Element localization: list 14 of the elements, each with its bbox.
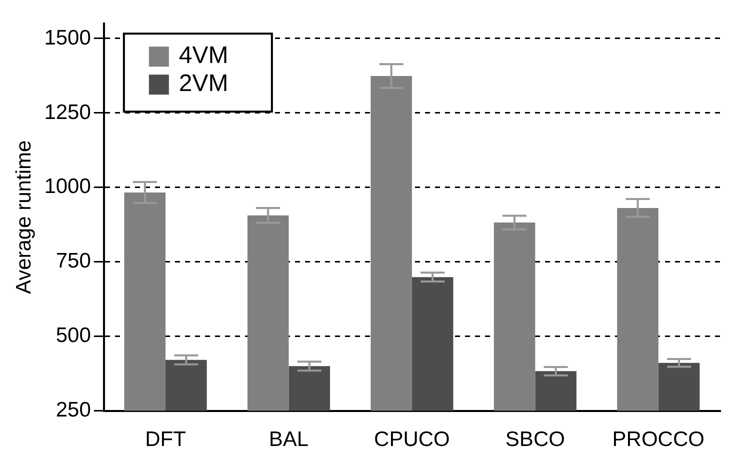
x-tick-label: CPUCO <box>374 428 450 452</box>
x-tick-label: DFT <box>145 428 186 452</box>
y-axis-title: Average runtime <box>12 140 36 294</box>
y-tick-label: 250 <box>56 398 91 422</box>
legend-label: 2VM <box>178 70 228 98</box>
y-tick-label: 1000 <box>44 175 91 198</box>
y-tick-label: 500 <box>56 324 91 348</box>
x-tick-label: BAL <box>268 428 309 452</box>
y-tick-label: 750 <box>56 250 91 273</box>
legend-label: 4VM <box>178 42 228 70</box>
y-tick-label: 1500 <box>44 26 91 50</box>
x-tick-label: SBCO <box>505 428 565 452</box>
x-tick-label: PROCCO <box>612 428 704 452</box>
y-tick-label: 1250 <box>44 100 91 124</box>
